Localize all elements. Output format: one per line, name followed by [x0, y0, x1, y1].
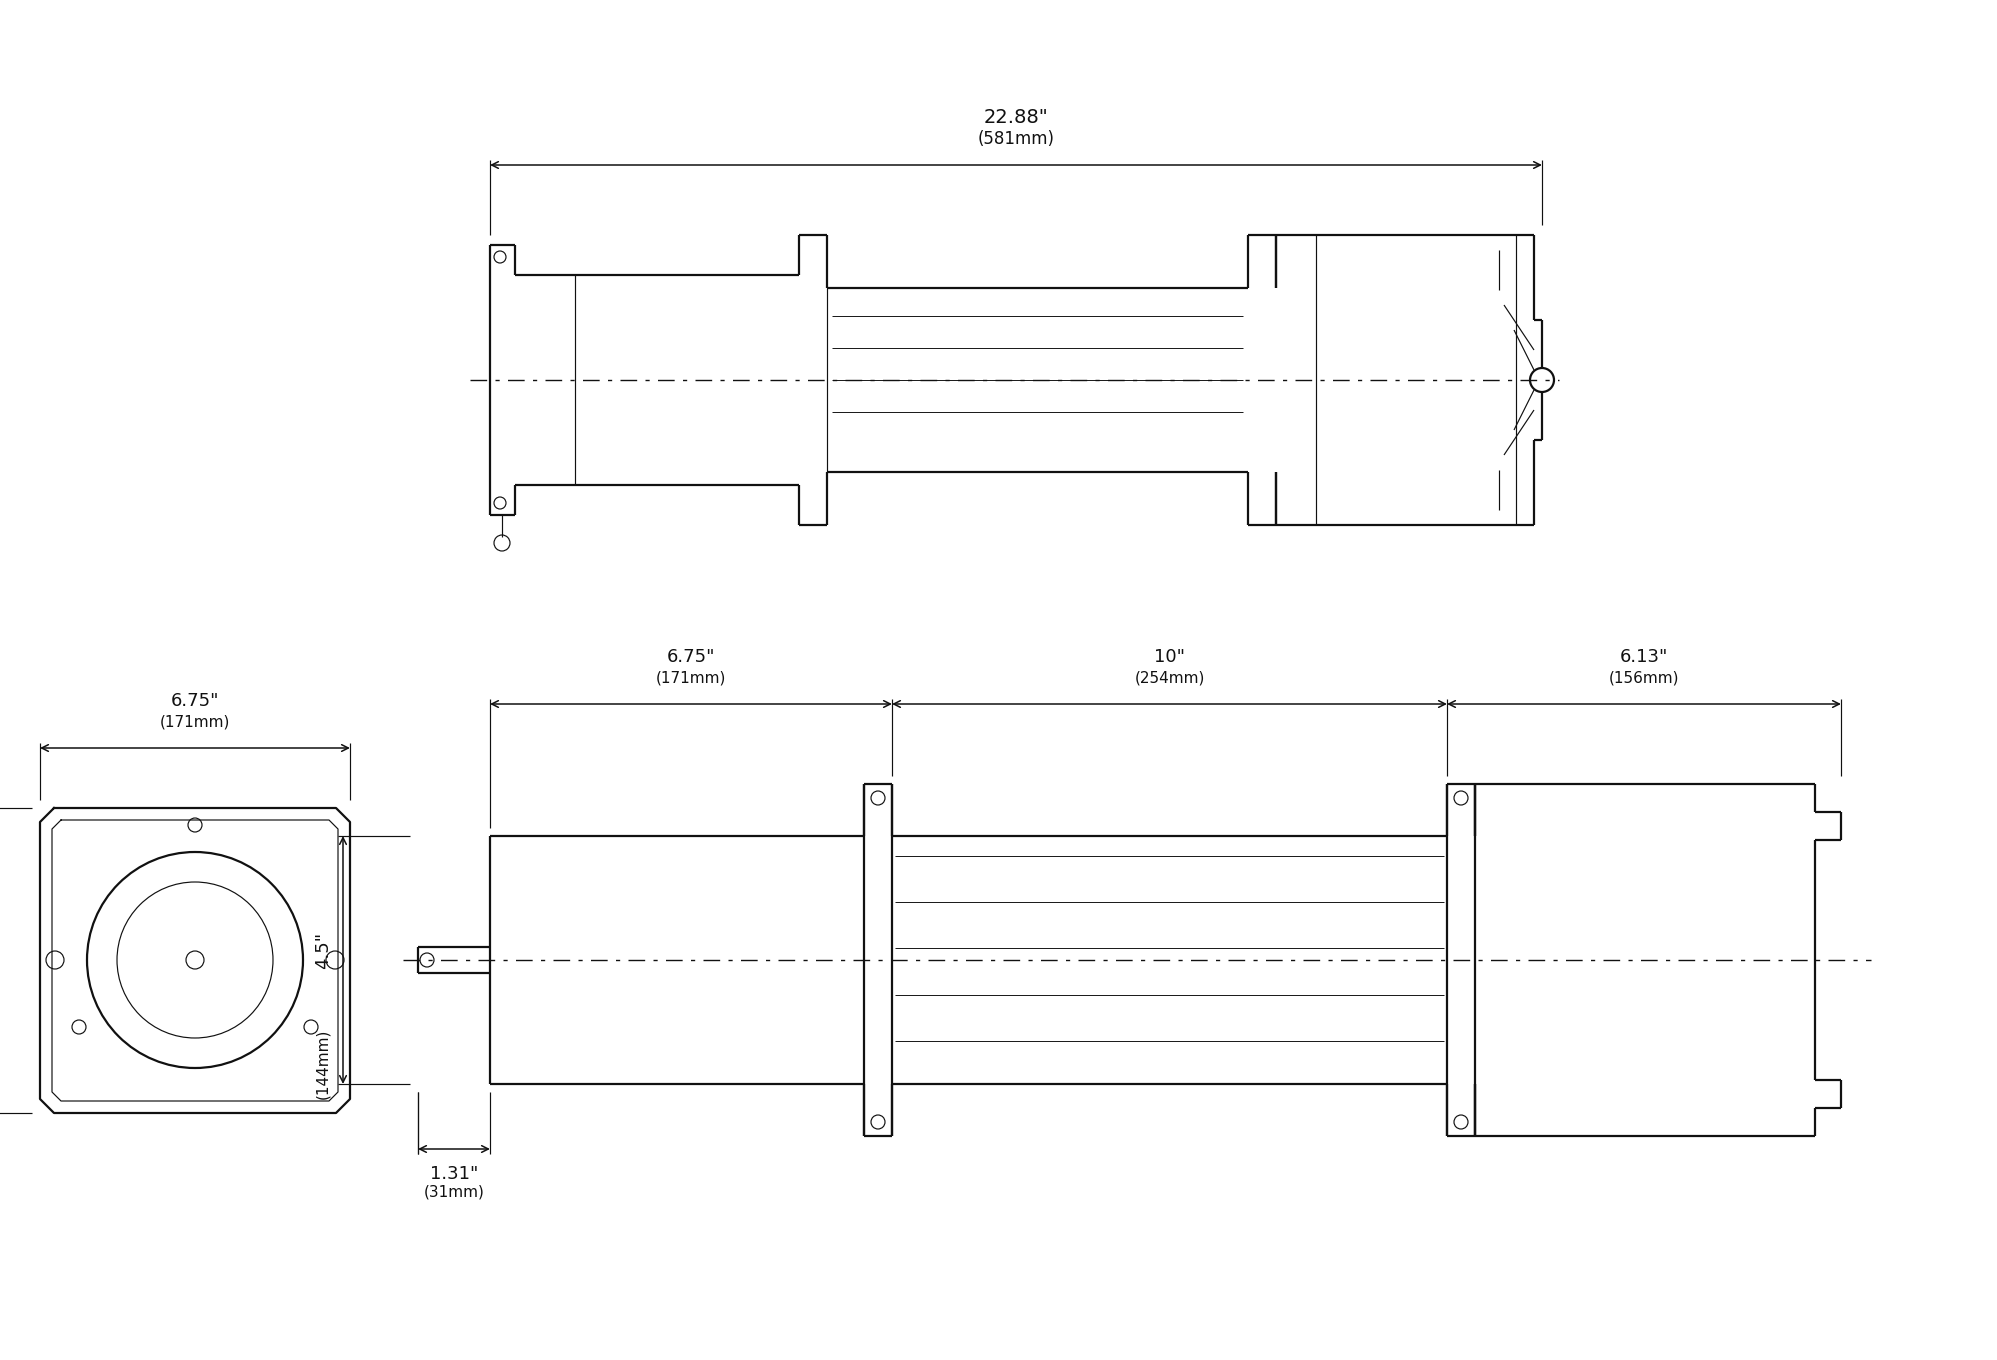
Text: (156mm): (156mm) — [1610, 670, 1679, 685]
Text: (31mm): (31mm) — [423, 1185, 485, 1200]
Text: 4.5": 4.5" — [314, 932, 332, 968]
Text: (144mm): (144mm) — [316, 1028, 330, 1099]
Text: 1.31": 1.31" — [429, 1166, 477, 1183]
Text: 6.75": 6.75" — [667, 647, 715, 666]
Text: (171mm): (171mm) — [160, 714, 230, 729]
Text: (581mm): (581mm) — [977, 131, 1054, 148]
Text: 6.13": 6.13" — [1620, 647, 1667, 666]
Text: 22.88": 22.88" — [985, 107, 1048, 126]
Text: (171mm): (171mm) — [655, 670, 727, 685]
Text: (254mm): (254mm) — [1134, 670, 1204, 685]
Text: 10": 10" — [1154, 647, 1184, 666]
Text: 6.75": 6.75" — [172, 692, 220, 710]
